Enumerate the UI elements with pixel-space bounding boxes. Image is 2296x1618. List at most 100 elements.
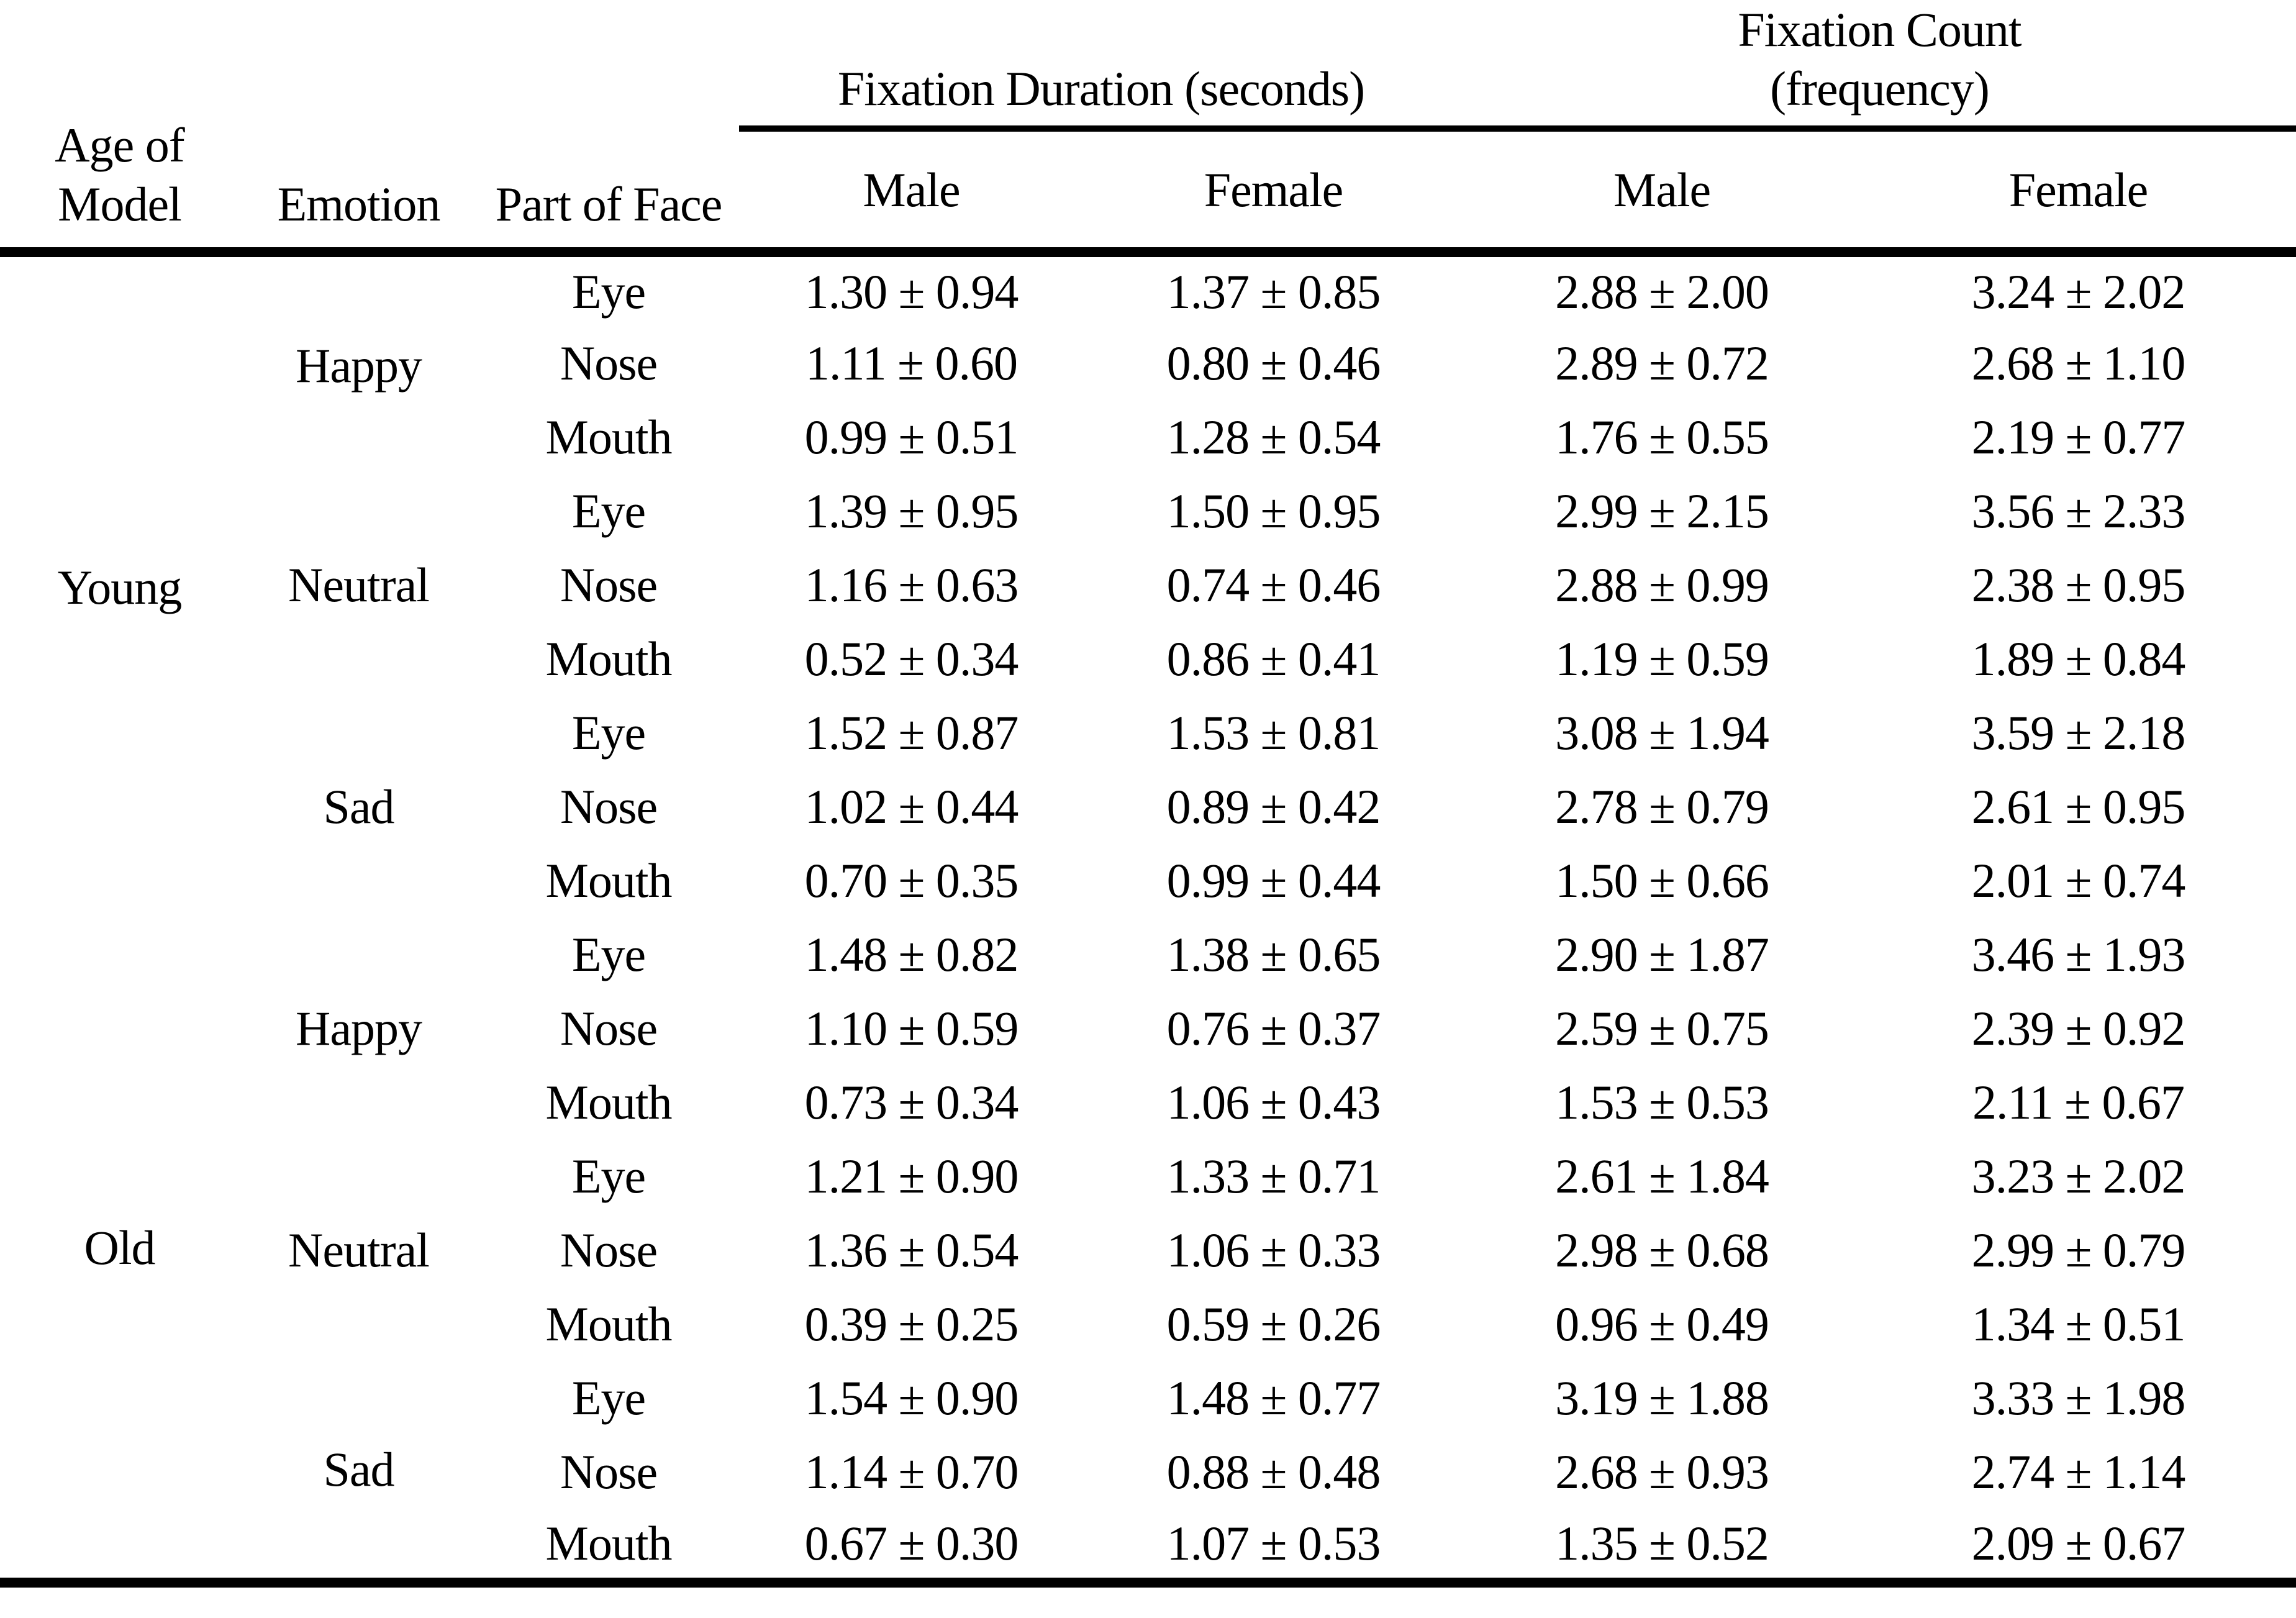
cell-fc-female: 2.68 ± 1.10: [1971, 336, 2186, 391]
cell-fc-male: 2.90 ± 1.87: [1555, 927, 1769, 982]
cell-fc-male: 1.53 ± 0.53: [1555, 1075, 1769, 1130]
cell-fc-female: 2.99 ± 0.79: [1971, 1223, 2186, 1278]
table-row: Mouth 0.73 ± 0.34 1.06 ± 0.43 1.53 ± 0.5…: [0, 1065, 2296, 1139]
cell-part: Nose: [560, 1001, 658, 1056]
cell-fd-female: 0.59 ± 0.26: [1166, 1297, 1381, 1352]
cell-fc-female: 2.39 ± 0.92: [1971, 1001, 2186, 1056]
cell-fc-male: 1.19 ± 0.59: [1555, 632, 1769, 686]
table-row: Old Happy Eye 1.48 ± 0.82 1.38 ± 0.65 2.…: [0, 917, 2296, 1275]
cell-fd-female: 1.38 ± 0.65: [1166, 927, 1381, 982]
cell-fd-male: 0.99 ± 0.51: [804, 410, 1019, 465]
header-fd-male: Male: [739, 129, 1084, 258]
cell-fd-female: 1.28 ± 0.54: [1166, 410, 1381, 465]
cell-fd-male: 1.36 ± 0.54: [804, 1223, 1019, 1278]
cell-fd-female: 0.86 ± 0.41: [1166, 632, 1381, 686]
cell-part: Nose: [560, 779, 658, 834]
cell-fd-male: 1.21 ± 0.90: [804, 1149, 1019, 1204]
cell-fc-male: 2.78 ± 0.79: [1555, 779, 1769, 834]
rowgroup-emotion-young-sad: Sad: [323, 779, 395, 834]
cell-part: Mouth: [545, 410, 672, 465]
table-row: Neutral Eye 1.39 ± 0.95 1.50 ± 0.95 2.99…: [0, 474, 2296, 612]
table-row: Nose 1.02 ± 0.44 0.89 ± 0.42 2.78 ± 0.79…: [0, 770, 2296, 843]
cell-fd-male: 1.39 ± 0.95: [804, 484, 1019, 539]
cell-fc-male: 2.88 ± 0.99: [1555, 558, 1769, 612]
cell-fd-male: 1.48 ± 0.82: [804, 927, 1019, 982]
cell-fd-female: 0.88 ± 0.48: [1166, 1445, 1381, 1499]
cell-fd-male: 0.67 ± 0.30: [739, 1509, 1084, 1588]
rowgroup-emotion-young-neutral: Neutral: [288, 558, 430, 612]
cell-fc-female: 2.74 ± 1.14: [1971, 1445, 2186, 1499]
spanner-fixation-duration: Fixation Duration (seconds): [739, 0, 1463, 132]
cell-fd-female: 1.37 ± 0.85: [1166, 265, 1381, 319]
table-row: Nose 1.16 ± 0.63 0.74 ± 0.46 2.88 ± 0.99…: [0, 548, 2296, 622]
table-row: Nose 1.14 ± 0.70 0.88 ± 0.48 2.68 ± 0.93…: [0, 1435, 2296, 1509]
cell-part: Eye: [571, 484, 646, 539]
header-fd-female: Female: [1084, 129, 1463, 258]
cell-fc-female: 3.46 ± 1.93: [1971, 927, 2186, 982]
cell-fc-male: 3.19 ± 1.88: [1555, 1371, 1769, 1425]
cell-fd-male: 0.73 ± 0.34: [804, 1075, 1019, 1130]
cell-fd-female: 1.07 ± 0.53: [1084, 1509, 1463, 1588]
cell-fc-female: 2.01 ± 0.74: [1971, 853, 2186, 908]
header-part-of-face: Part of Face: [478, 0, 739, 258]
cell-fd-male: 1.52 ± 0.87: [804, 706, 1019, 760]
table-row: Mouth 0.39 ± 0.25 0.59 ± 0.26 0.96 ± 0.4…: [0, 1287, 2296, 1361]
cell-fd-male: 0.39 ± 0.25: [804, 1297, 1019, 1352]
cell-fd-female: 0.89 ± 0.42: [1166, 779, 1381, 834]
cell-fd-female: 0.80 ± 0.46: [1166, 336, 1381, 391]
cell-fd-male: 0.52 ± 0.34: [804, 632, 1019, 686]
cell-fc-female: 3.59 ± 2.18: [1971, 706, 2186, 760]
table-row: Sad Eye 1.52 ± 0.87 1.53 ± 0.81 3.08 ± 1…: [0, 696, 2296, 834]
cell-part: Nose: [560, 558, 658, 612]
cell-fc-male: 2.99 ± 2.15: [1555, 484, 1769, 539]
cell-fd-female: 1.06 ± 0.33: [1166, 1223, 1381, 1278]
cell-fc-male: 2.68 ± 0.93: [1555, 1445, 1769, 1499]
rowgroup-emotion-old-sad: Sad: [323, 1442, 395, 1497]
header-fc-male: Male: [1463, 129, 1861, 258]
table-body: Young Happy Eye 1.30 ± 0.94 1.37 ± 0.85 …: [0, 252, 2296, 1588]
rowgroup-age-old: Old: [84, 1220, 156, 1275]
cell-part: Eye: [571, 265, 646, 319]
cell-fd-male: 1.16 ± 0.63: [804, 558, 1019, 612]
cell-fd-male: 1.14 ± 0.70: [804, 1445, 1019, 1499]
header-emotion: Emotion: [239, 0, 478, 258]
table-row: Nose 1.11 ± 0.60 0.80 ± 0.46 2.89 ± 0.72…: [0, 326, 2296, 400]
header-age-of-model: Age of Model: [0, 0, 239, 258]
cell-fc-female: 3.33 ± 1.98: [1971, 1371, 2186, 1425]
cell-fc-male: 2.59 ± 0.75: [1555, 1001, 1769, 1056]
cell-fc-female: 3.56 ± 2.33: [1971, 484, 2186, 539]
table-row: Mouth 0.52 ± 0.34 0.86 ± 0.41 1.19 ± 0.5…: [0, 622, 2296, 696]
cell-fc-male: 2.98 ± 0.68: [1555, 1223, 1769, 1278]
cell-part: Nose: [560, 336, 658, 391]
cell-fc-female: 2.61 ± 0.95: [1971, 779, 2186, 834]
cell-part: Mouth: [545, 1075, 672, 1130]
cell-fd-male: 1.02 ± 0.44: [804, 779, 1019, 834]
cell-part: Nose: [560, 1445, 658, 1499]
cell-part: Mouth: [545, 853, 672, 908]
cell-fd-female: 0.99 ± 0.44: [1166, 853, 1381, 908]
cell-fc-male: 2.89 ± 0.72: [1555, 336, 1769, 391]
table-row: Young Happy Eye 1.30 ± 0.94 1.37 ± 0.85 …: [0, 252, 2296, 614]
cell-part: Mouth: [545, 632, 672, 686]
cell-fd-male: 1.54 ± 0.90: [804, 1371, 1019, 1425]
cell-fc-male: 0.96 ± 0.49: [1555, 1297, 1769, 1352]
table-row: Nose 1.10 ± 0.59 0.76 ± 0.37 2.59 ± 0.75…: [0, 991, 2296, 1065]
cell-fc-female: 2.38 ± 0.95: [1971, 558, 2186, 612]
rowgroup-emotion-young-happy: Happy: [296, 339, 422, 393]
cell-fd-female: 1.50 ± 0.95: [1166, 484, 1381, 539]
cell-fc-male: 1.76 ± 0.55: [1555, 410, 1769, 465]
cell-fd-female: 1.06 ± 0.43: [1166, 1075, 1381, 1130]
spanner-fixation-count-line2: (frequency): [1770, 61, 1990, 116]
cell-fd-male: 1.30 ± 0.94: [804, 265, 1019, 319]
rowgroup-age-young: Young: [57, 560, 183, 615]
rowgroup-emotion-old-neutral: Neutral: [288, 1223, 430, 1278]
cell-fc-female: 1.89 ± 0.84: [1971, 632, 2186, 686]
cell-fc-male: 3.08 ± 1.94: [1555, 706, 1769, 760]
table-header: Age of Model Emotion Part of Face Fixati…: [0, 0, 2296, 258]
cell-part: Eye: [571, 1149, 646, 1204]
cell-fc-male: 2.88 ± 2.00: [1555, 265, 1769, 319]
cell-fc-male: 1.35 ± 0.52: [1463, 1509, 1861, 1588]
cell-fd-female: 1.48 ± 0.77: [1166, 1371, 1381, 1425]
header-fc-female: Female: [1861, 129, 2296, 258]
cell-part: Eye: [571, 706, 646, 760]
